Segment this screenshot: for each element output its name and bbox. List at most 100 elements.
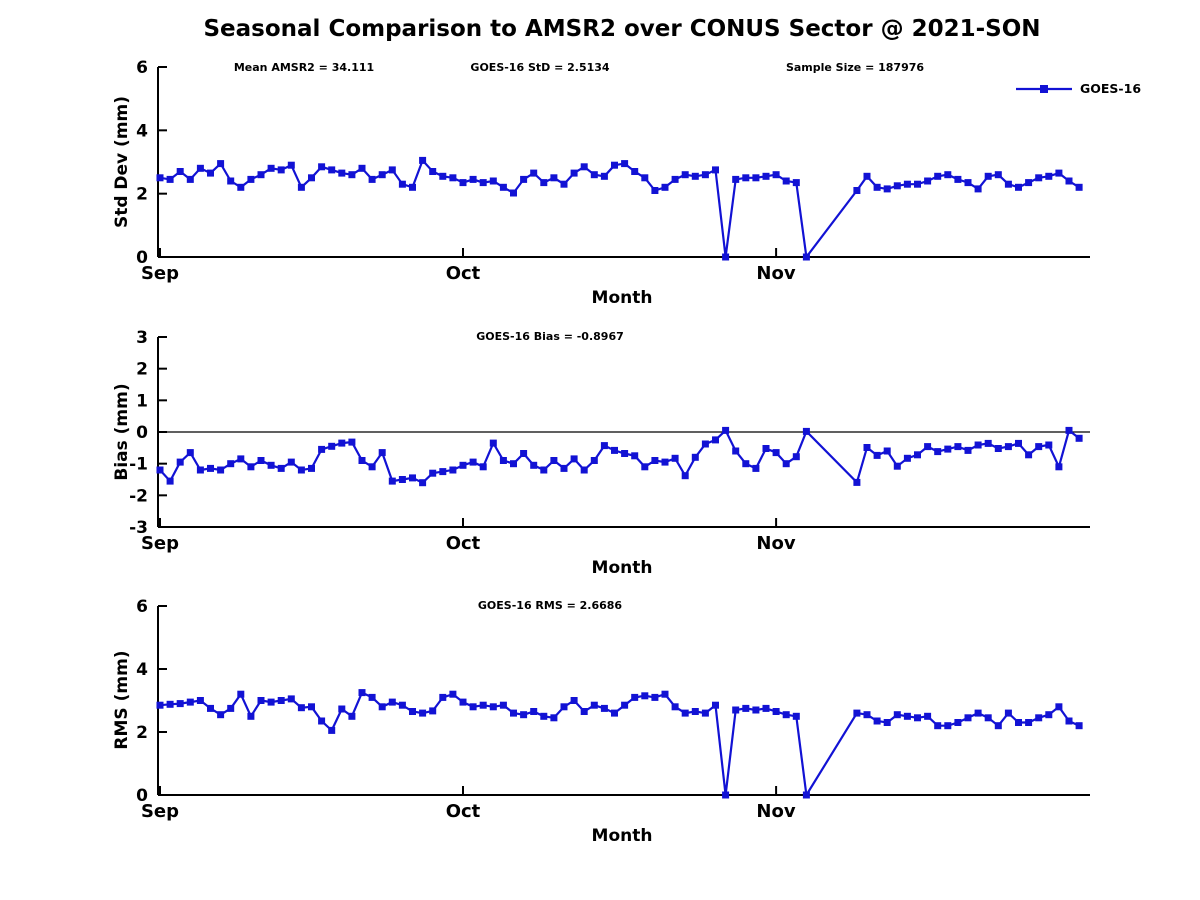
data-marker <box>308 174 315 182</box>
data-marker <box>338 705 346 713</box>
data-marker <box>550 174 558 182</box>
data-marker <box>863 172 871 180</box>
data-marker <box>600 704 608 712</box>
data-marker <box>186 449 194 457</box>
data-marker <box>449 690 457 698</box>
legend-label: GOES-16 <box>1080 81 1142 96</box>
data-marker <box>732 175 740 183</box>
data-marker <box>247 175 255 183</box>
data-marker <box>439 468 447 476</box>
data-marker <box>1015 719 1022 726</box>
data-marker <box>732 447 740 455</box>
data-marker <box>237 455 245 463</box>
data-marker <box>409 183 416 191</box>
data-marker <box>600 442 608 450</box>
data-marker <box>1075 434 1083 442</box>
data-marker <box>802 791 810 799</box>
data-marker <box>590 171 598 179</box>
data-marker <box>631 168 639 175</box>
data-marker <box>712 436 719 444</box>
data-marker <box>893 711 901 719</box>
data-marker <box>762 172 770 180</box>
x-tick-oct-panel3: Oct <box>445 801 481 822</box>
data-marker <box>782 460 790 468</box>
data-marker <box>1035 714 1043 722</box>
data-marker <box>388 166 396 174</box>
data-marker <box>994 171 1002 179</box>
y-tick-label: 2 <box>136 360 148 380</box>
data-marker <box>651 187 659 194</box>
data-marker <box>297 466 305 474</box>
data-marker <box>631 452 639 460</box>
data-marker <box>550 457 558 464</box>
data-marker <box>984 714 992 722</box>
data-marker <box>570 697 578 704</box>
data-marker <box>1025 719 1033 726</box>
data-marker <box>510 709 517 717</box>
data-marker <box>419 479 427 487</box>
data-marker <box>590 457 598 464</box>
data-marker <box>631 693 639 701</box>
data-marker <box>580 708 588 715</box>
y-tick-label: 0 <box>136 786 148 806</box>
data-marker <box>1045 711 1053 719</box>
x-tick-sep-panel3: Sep <box>140 801 180 822</box>
data-marker <box>459 698 467 706</box>
data-marker <box>469 458 477 466</box>
data-marker <box>368 463 376 471</box>
data-marker <box>489 439 497 447</box>
data-marker <box>742 460 750 468</box>
data-marker <box>166 477 174 485</box>
data-marker <box>580 163 588 171</box>
data-marker <box>974 709 982 717</box>
data-marker <box>1055 703 1063 711</box>
y-tick-label: -3 <box>129 518 148 538</box>
x-tick-nov-panel3: Nov <box>756 801 796 822</box>
data-marker <box>176 700 184 708</box>
data-marker <box>964 446 972 454</box>
data-marker <box>520 711 528 719</box>
data-marker <box>954 175 962 183</box>
data-marker <box>802 427 810 435</box>
data-marker <box>671 454 679 462</box>
data-marker <box>439 693 447 701</box>
data-marker <box>439 172 447 180</box>
data-marker <box>772 708 780 715</box>
x-tick-oct-panel1: Oct <box>445 263 481 284</box>
data-marker <box>237 183 245 191</box>
data-marker <box>499 183 507 191</box>
data-marker <box>701 440 709 448</box>
data-marker <box>853 709 861 717</box>
data-marker <box>510 189 517 197</box>
data-marker <box>621 160 629 168</box>
data-marker <box>924 712 932 720</box>
data-marker <box>1004 180 1012 188</box>
data-marker <box>176 168 184 175</box>
data-marker <box>560 180 568 188</box>
data-marker <box>1025 179 1033 187</box>
data-marker <box>217 711 225 719</box>
data-marker <box>378 703 386 711</box>
data-marker <box>328 442 336 450</box>
x-axis-label-month-panel1: Month <box>591 288 653 308</box>
data-marker <box>944 722 952 730</box>
data-marker <box>247 463 255 471</box>
data-marker <box>1045 172 1053 180</box>
data-marker <box>681 709 689 717</box>
data-marker <box>530 461 538 469</box>
data-marker <box>398 180 406 188</box>
data-marker <box>257 171 265 179</box>
data-marker <box>308 464 315 472</box>
data-marker <box>277 697 285 704</box>
data-marker <box>651 457 659 464</box>
data-marker <box>903 712 911 720</box>
data-marker <box>752 706 760 714</box>
data-marker <box>974 185 982 193</box>
data-marker <box>398 701 406 709</box>
data-marker <box>671 175 679 183</box>
data-marker <box>1015 439 1022 447</box>
data-marker <box>873 183 881 191</box>
data-marker <box>712 701 719 709</box>
